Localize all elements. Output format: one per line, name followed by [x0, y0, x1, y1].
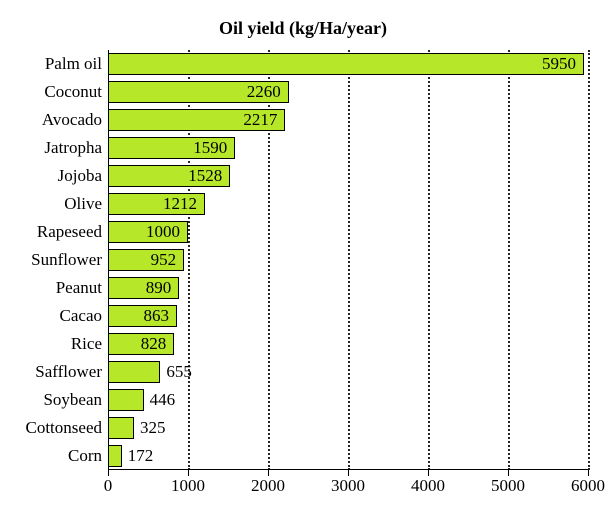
x-tick-label: 5000 [491, 476, 525, 496]
bar [108, 445, 122, 467]
bar-row: 655 [108, 358, 588, 386]
bar-value-label: 325 [140, 418, 166, 438]
bar-row: 1590 [108, 134, 588, 162]
category-label: Palm oil [0, 54, 102, 74]
x-tick-label: 0 [104, 476, 113, 496]
category-label: Peanut [0, 278, 102, 298]
plot-area: 0100020003000400050006000595022602217159… [108, 50, 588, 470]
bar-value-label: 2217 [243, 110, 277, 130]
category-label: Cottonseed [0, 418, 102, 438]
bar-value-label: 172 [128, 446, 154, 466]
category-label: Rice [0, 334, 102, 354]
x-tick-label: 4000 [411, 476, 445, 496]
category-label: Safflower [0, 362, 102, 382]
bar-row: 2260 [108, 78, 588, 106]
bar [108, 53, 584, 75]
bar-row: 446 [108, 386, 588, 414]
bar-value-label: 2260 [247, 82, 281, 102]
x-tick-label: 6000 [571, 476, 605, 496]
gridline [588, 50, 590, 470]
bar-row: 828 [108, 330, 588, 358]
bar-row: 1212 [108, 190, 588, 218]
bar-value-label: 446 [150, 390, 176, 410]
bar-row: 863 [108, 302, 588, 330]
bar-value-label: 890 [146, 278, 172, 298]
category-label: Rapeseed [0, 222, 102, 242]
bar-row: 325 [108, 414, 588, 442]
bar-row: 1528 [108, 162, 588, 190]
bar-value-label: 5950 [542, 54, 576, 74]
bar-value-label: 828 [141, 334, 167, 354]
category-label: Corn [0, 446, 102, 466]
category-label: Jojoba [0, 166, 102, 186]
bar-value-label: 952 [151, 250, 177, 270]
bar-value-label: 655 [166, 362, 192, 382]
bar-row: 5950 [108, 50, 588, 78]
category-label: Olive [0, 194, 102, 214]
x-tick-label: 3000 [331, 476, 365, 496]
category-label: Soybean [0, 390, 102, 410]
x-tick-label: 2000 [251, 476, 285, 496]
bar [108, 361, 160, 383]
category-label: Coconut [0, 82, 102, 102]
x-tick-label: 1000 [171, 476, 205, 496]
bar [108, 389, 144, 411]
oil-yield-chart: Oil yield (kg/Ha/year) 0 1000 2000 3000 4000… [0, 0, 606, 521]
category-label: Sunflower [0, 250, 102, 270]
category-label: Cacao [0, 306, 102, 326]
bar-value-label: 1590 [193, 138, 227, 158]
bar-row: 2217 [108, 106, 588, 134]
bar-value-label: 1000 [146, 222, 180, 242]
bar-value-label: 1528 [188, 166, 222, 186]
bar-row: 952 [108, 246, 588, 274]
chart-title: Oil yield (kg/Ha/year) [0, 18, 606, 39]
bar-row: 1000 [108, 218, 588, 246]
category-label: Avocado [0, 110, 102, 130]
bar-row: 890 [108, 274, 588, 302]
bar [108, 417, 134, 439]
bar-value-label: 1212 [163, 194, 197, 214]
category-label: Jatropha [0, 138, 102, 158]
bar-row: 172 [108, 442, 588, 470]
bar-value-label: 863 [144, 306, 170, 326]
